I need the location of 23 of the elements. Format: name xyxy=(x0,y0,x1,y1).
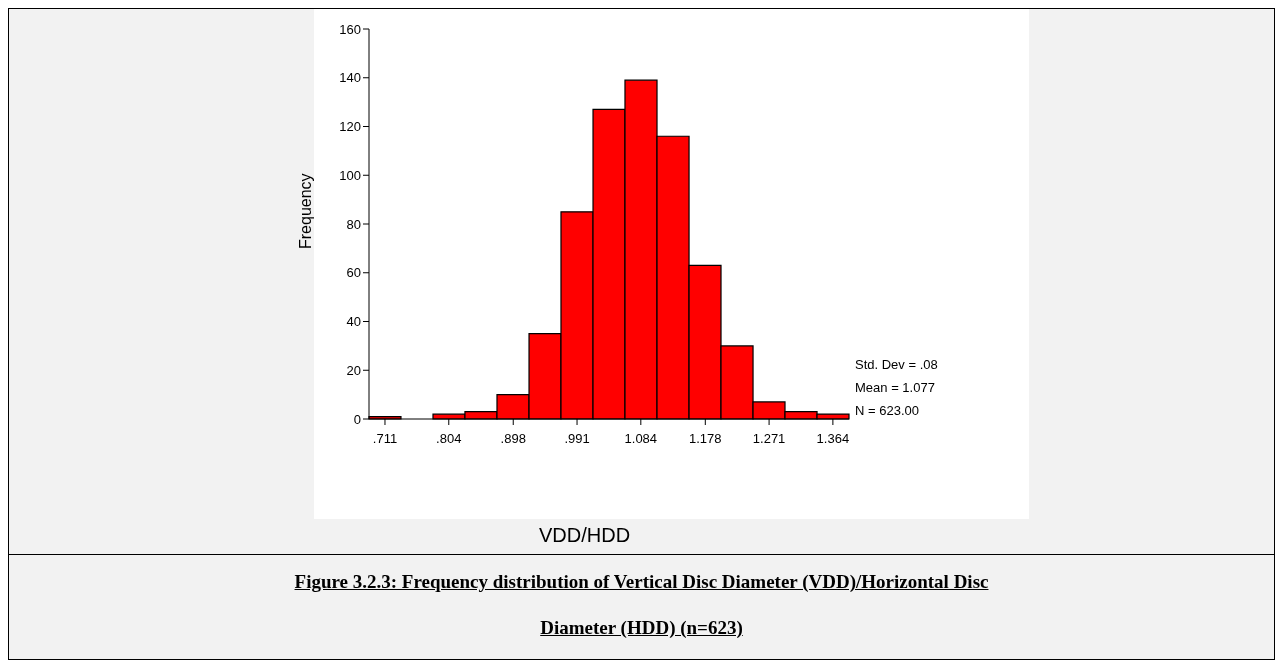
y-tick-label: 140 xyxy=(339,70,361,86)
y-tick-label: 160 xyxy=(339,21,361,37)
y-tick-label: 20 xyxy=(346,362,361,378)
y-tick-label: 40 xyxy=(346,314,361,330)
chart-title: Figure 3.2.3: Frequency distribution of Vertical Disc Diameter (VDD)/Horizontal Disc Diameter (HDD) (n=623) xyxy=(294,571,989,638)
y-tick-label: 60 xyxy=(346,265,361,281)
x-tick-label: 1.084 xyxy=(624,431,658,446)
text: N = 623.00 xyxy=(855,403,919,418)
x-tick-label: .991 xyxy=(564,431,590,446)
x-axis-title: VDD/HDD xyxy=(539,524,631,547)
y-tick-label: 120 xyxy=(339,119,361,135)
x-tick-label: .711 xyxy=(372,431,398,446)
y-axis-title: Frequency xyxy=(297,173,315,249)
x-tick-label: .898 xyxy=(500,431,526,446)
text: Mean = 1.077 xyxy=(855,380,935,395)
x-tick-label: 1.364 xyxy=(816,431,850,446)
y-tick-label: 0 xyxy=(353,411,361,427)
y-tick-label: 100 xyxy=(339,167,361,183)
x-tick-label: 1.271 xyxy=(752,431,786,446)
y-tick-label: 80 xyxy=(346,216,361,232)
text: Std. Dev = .08 xyxy=(855,357,938,372)
x-tick-label: 1.178 xyxy=(689,431,722,446)
x-tick-label: .804 xyxy=(436,431,462,446)
